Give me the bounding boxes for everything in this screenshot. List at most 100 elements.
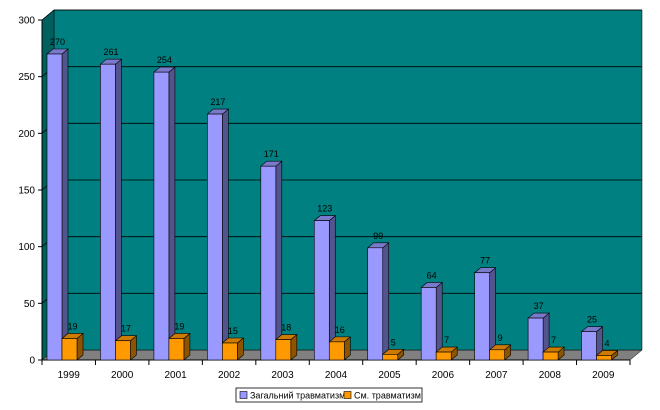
x-tick-label: 1999 bbox=[58, 370, 81, 381]
x-tick-label: 2008 bbox=[539, 370, 562, 381]
bar-side-face bbox=[382, 242, 390, 361]
data-label-series-1: 99 bbox=[373, 231, 383, 241]
x-tick-label: 2006 bbox=[432, 370, 455, 381]
x-tick-label: 2009 bbox=[592, 370, 615, 381]
legend-box bbox=[235, 387, 423, 403]
bar-side-face bbox=[222, 108, 229, 361]
y-tick-label: 100 bbox=[18, 242, 35, 253]
bar-front-face bbox=[61, 338, 78, 361]
bar-series-1 bbox=[99, 58, 123, 361]
bar-front-face bbox=[260, 165, 277, 361]
bar-front-face bbox=[207, 113, 223, 361]
bar-front-face bbox=[168, 338, 185, 361]
y-tick-label: 300 bbox=[18, 16, 35, 27]
bar-front-face bbox=[46, 53, 63, 361]
y-tick-label: 150 bbox=[18, 186, 35, 197]
data-label-series-1: 254 bbox=[157, 55, 172, 65]
bar-front-face bbox=[222, 342, 238, 361]
data-label-series-1: 123 bbox=[317, 204, 332, 214]
x-tick-label: 2002 bbox=[218, 370, 241, 381]
bar-series-2 bbox=[381, 348, 405, 361]
y-tick-label: 200 bbox=[18, 129, 35, 140]
data-label-series-2: 16 bbox=[335, 325, 345, 335]
bar-series-2 bbox=[435, 346, 459, 361]
bar-series-1 bbox=[206, 108, 230, 361]
data-label-series-2: 5 bbox=[391, 337, 396, 347]
bar-front-face bbox=[542, 351, 559, 361]
bar-series-2 bbox=[488, 344, 512, 361]
data-label-series-2: 17 bbox=[121, 324, 131, 334]
bar-series-2 bbox=[274, 333, 298, 361]
bar-front-face bbox=[489, 349, 505, 361]
data-label-series-2: 18 bbox=[281, 323, 291, 333]
x-tick-label: 2003 bbox=[271, 370, 294, 381]
x-tick-label: 2004 bbox=[325, 370, 348, 381]
bar-front-face bbox=[596, 355, 612, 361]
bar-front-face bbox=[313, 220, 330, 361]
y-tick-label: 50 bbox=[24, 299, 36, 310]
x-axis-ticks: 1999 2000 2001 2002 2003 2004 2005 2006 2007 2008… bbox=[41, 360, 631, 381]
data-label-series-1: 270 bbox=[50, 37, 65, 47]
bar-front-face bbox=[115, 340, 131, 361]
bar-series-1 bbox=[366, 242, 390, 361]
y-tick-label: 0 bbox=[29, 356, 35, 367]
data-label-series-1: 37 bbox=[534, 301, 544, 311]
bar-series-2 bbox=[114, 335, 138, 361]
bar-front-face bbox=[153, 71, 170, 361]
legend: Загальний травматизм См. травматизм bbox=[235, 387, 423, 403]
bar-series-1 bbox=[46, 48, 69, 361]
x-tick-label: 2001 bbox=[165, 370, 188, 381]
bar-side-face bbox=[61, 48, 69, 361]
legend-swatch-series-1 bbox=[239, 391, 248, 399]
bar-series-1 bbox=[420, 281, 444, 361]
y-axis-ticks: 0 50 100 150 200 250 300 bbox=[18, 16, 42, 367]
plot-area bbox=[41, 9, 643, 361]
data-label-series-2: 7 bbox=[444, 335, 449, 345]
legend-swatch-series-2 bbox=[343, 391, 352, 399]
data-label-series-2: 4 bbox=[605, 338, 610, 348]
data-label-series-1: 171 bbox=[264, 149, 279, 159]
data-label-series-1: 25 bbox=[587, 315, 597, 325]
bar-front-face bbox=[420, 287, 437, 361]
bar-series-2 bbox=[221, 337, 245, 361]
data-label-series-2: 19 bbox=[174, 321, 184, 331]
bar-front-face bbox=[581, 331, 597, 361]
bar-series-2 bbox=[168, 332, 191, 361]
bar-front-face bbox=[367, 247, 384, 361]
bar-series-2 bbox=[595, 349, 619, 361]
legend-label-series-2: См. травматизм bbox=[354, 391, 421, 401]
bar-front-face bbox=[435, 351, 452, 361]
bar-front-face bbox=[474, 272, 490, 361]
bar-series-1 bbox=[153, 66, 176, 361]
bars bbox=[46, 48, 619, 361]
data-label-series-2: 9 bbox=[498, 333, 503, 343]
data-label-series-1: 64 bbox=[427, 270, 437, 280]
bar-front-face bbox=[328, 341, 345, 361]
x-tick-label: 2000 bbox=[111, 370, 134, 381]
bar-series-1 bbox=[313, 214, 337, 361]
bar-front-face bbox=[100, 63, 116, 361]
bar-side-face bbox=[168, 66, 176, 361]
data-label-series-2: 15 bbox=[228, 326, 238, 336]
legend-label-series-1: Загальний травматизм bbox=[250, 391, 345, 401]
x-tick-label: 2005 bbox=[378, 370, 401, 381]
data-label-series-1: 77 bbox=[480, 256, 490, 266]
bar-side-face bbox=[115, 58, 122, 361]
data-label-series-2: 7 bbox=[551, 335, 556, 345]
bar-series-1 bbox=[259, 160, 283, 361]
bar-series-2 bbox=[328, 336, 352, 361]
bar-front-face bbox=[275, 339, 292, 361]
data-label-series-1: 217 bbox=[210, 97, 225, 107]
gridline bbox=[41, 9, 642, 21]
data-label-series-2: 19 bbox=[67, 321, 77, 331]
bar-series-2 bbox=[61, 332, 84, 361]
bar-front-face bbox=[382, 354, 399, 361]
bar-series-2 bbox=[542, 346, 565, 361]
data-label-series-1: 261 bbox=[103, 47, 118, 57]
bar-series-1 bbox=[580, 326, 604, 361]
y-tick-label: 250 bbox=[18, 72, 35, 83]
bar-front-face bbox=[527, 317, 544, 361]
bar-series-1 bbox=[473, 267, 497, 361]
